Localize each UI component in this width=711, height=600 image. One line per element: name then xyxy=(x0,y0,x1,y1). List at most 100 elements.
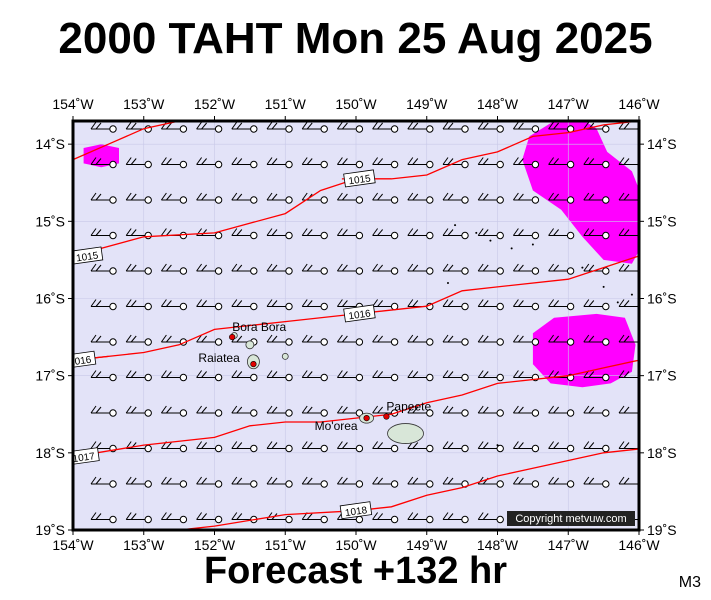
wind-barb xyxy=(336,157,364,169)
wind-barb xyxy=(90,512,117,524)
wind-barb xyxy=(442,192,469,204)
wind-barb xyxy=(372,512,399,524)
wind-barb xyxy=(266,334,293,346)
isobar-line xyxy=(73,359,639,458)
wind-barb xyxy=(301,121,328,133)
precip-area xyxy=(522,121,639,264)
wind-barb xyxy=(442,299,469,311)
wind-barb xyxy=(125,512,152,524)
wind-barb xyxy=(372,263,399,275)
wind-barb xyxy=(512,441,540,453)
wind-barb xyxy=(196,441,223,453)
forecast-subtitle: Forecast +132 hr xyxy=(203,550,508,592)
wind-barb xyxy=(301,228,328,240)
wind-barb xyxy=(407,476,434,488)
wind-barb xyxy=(266,228,293,240)
wind-barb xyxy=(512,299,540,311)
wind-barb xyxy=(301,334,328,346)
wind-barb xyxy=(196,512,223,524)
wind-barb xyxy=(442,476,469,488)
isobar-value: 1016 xyxy=(348,308,372,322)
wind-barb xyxy=(407,370,434,382)
wind-barb xyxy=(583,192,610,204)
wind-barbs xyxy=(90,121,639,524)
wind-barb xyxy=(548,299,575,311)
isobar-line xyxy=(73,121,180,161)
copyright-text: Copyright metvuw.com xyxy=(515,513,626,525)
lon-tick-label: 150˚W xyxy=(335,96,377,112)
wind-barb xyxy=(125,334,152,346)
lon-tick-label: 153˚W xyxy=(123,537,165,553)
wind-barb xyxy=(196,192,223,204)
wind-barb xyxy=(407,228,434,240)
island-shape xyxy=(281,352,289,360)
wind-barb xyxy=(90,299,117,311)
wind-barb xyxy=(231,405,258,417)
wind-barb xyxy=(407,512,434,524)
wind-barb xyxy=(477,192,504,204)
wind-barb xyxy=(90,157,117,169)
wind-barb xyxy=(160,370,188,382)
wind-barb xyxy=(442,512,469,524)
wind-barb xyxy=(266,476,293,488)
lon-tick-label: 146˚W xyxy=(618,96,660,112)
wind-barb xyxy=(266,512,293,524)
wind-barb xyxy=(512,405,540,417)
wind-barb xyxy=(231,441,258,453)
lon-tick-label: 150˚W xyxy=(335,537,377,553)
wind-barb xyxy=(231,157,258,169)
wind-barb xyxy=(301,476,328,488)
wind-barb xyxy=(583,370,610,382)
wind-barb xyxy=(231,228,258,240)
lon-tick-label: 152˚W xyxy=(194,537,236,553)
wind-barb xyxy=(266,405,293,417)
lat-tick-label: 19˚S xyxy=(35,522,65,538)
place-label: Papeete xyxy=(386,400,431,414)
wind-barb xyxy=(266,192,293,204)
isobar-value: 1017 xyxy=(72,451,96,465)
wind-barb xyxy=(231,121,258,133)
wind-barb xyxy=(336,441,364,453)
atoll-dot xyxy=(454,224,457,227)
chart-title: 2000 TAHT Mon 25 Aug 2025 xyxy=(58,14,653,63)
town-marker xyxy=(363,415,370,422)
atoll-dot xyxy=(616,301,619,304)
wind-barb xyxy=(372,476,399,488)
lon-tick-label: 151˚W xyxy=(265,537,307,553)
wind-barb xyxy=(477,228,504,240)
wind-barb xyxy=(125,299,152,311)
place-label: Mo'orea xyxy=(315,419,358,433)
wind-barb xyxy=(160,512,188,524)
wind-barb xyxy=(442,441,469,453)
wind-barb xyxy=(196,476,223,488)
lat-tick-label: 14˚S xyxy=(647,136,677,152)
wind-barb xyxy=(196,299,223,311)
wind-barb xyxy=(90,476,117,488)
wind-barb xyxy=(583,157,610,169)
wind-barb xyxy=(512,263,540,275)
wind-barb xyxy=(336,334,364,346)
lat-tick-label: 16˚S xyxy=(647,290,677,306)
wind-barb xyxy=(266,441,293,453)
wind-barb xyxy=(477,263,504,275)
isobar-value: 1016 xyxy=(69,355,93,369)
atoll-dot xyxy=(489,239,492,242)
atoll-dot xyxy=(630,293,633,296)
wind-barb xyxy=(407,334,434,346)
wind-barb xyxy=(90,228,117,240)
wind-barb xyxy=(336,476,364,488)
lon-tick-label: 154˚W xyxy=(52,537,94,553)
island-shape xyxy=(245,340,255,350)
wind-barb xyxy=(548,121,575,133)
atoll-dot xyxy=(496,444,499,447)
wind-barb xyxy=(125,476,152,488)
wind-barb xyxy=(477,441,504,453)
wind-barb xyxy=(442,263,469,275)
wind-barb xyxy=(477,334,504,346)
wind-barb xyxy=(477,405,504,417)
wind-barb xyxy=(301,370,328,382)
wind-barb xyxy=(231,476,258,488)
atoll-dot xyxy=(446,282,449,285)
lat-tick-label: 18˚S xyxy=(647,445,677,461)
